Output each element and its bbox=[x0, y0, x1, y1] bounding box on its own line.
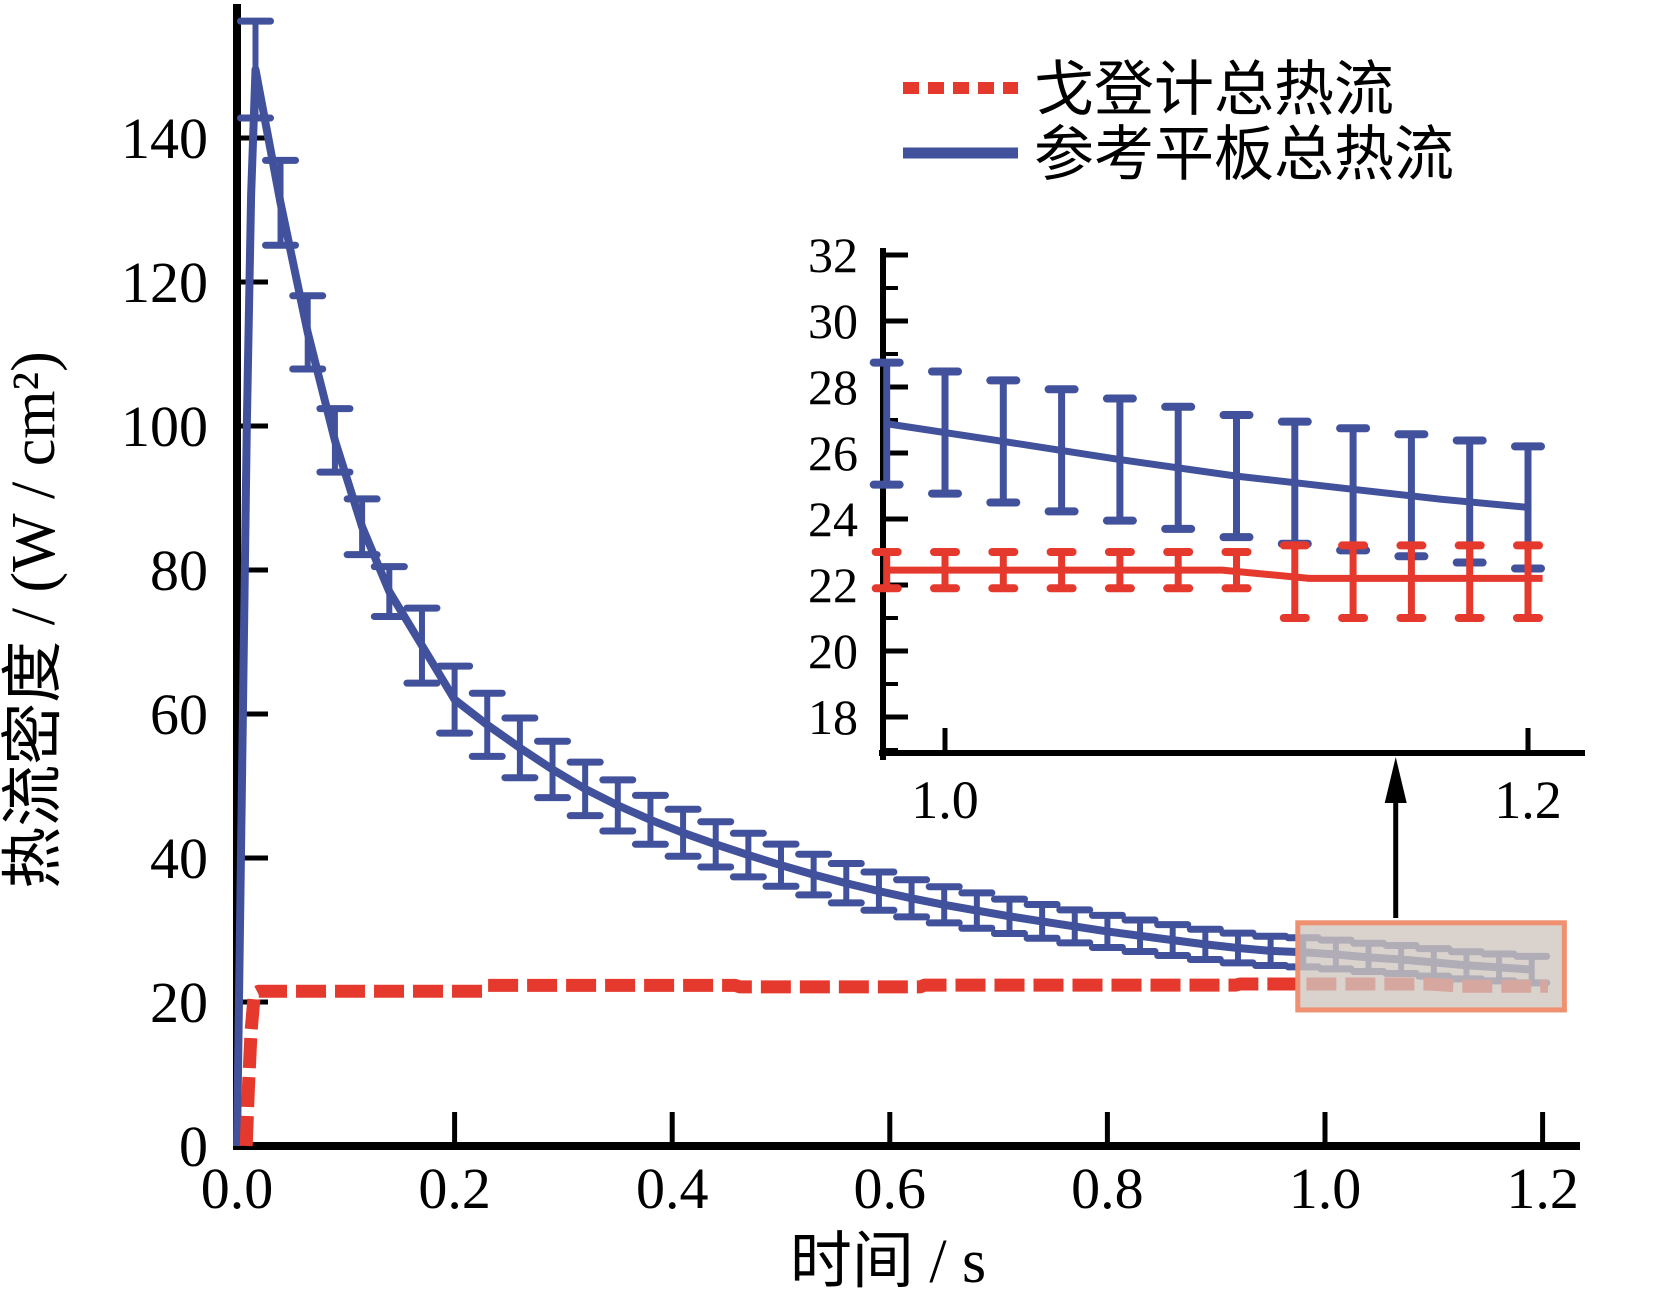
y-axis-label: 热流密度 / (W / cm²) bbox=[0, 351, 68, 888]
inset-y-tick-label: 32 bbox=[808, 227, 858, 283]
inset-y-tick-label: 22 bbox=[808, 557, 858, 613]
inset-y-tick-label: 20 bbox=[808, 623, 858, 679]
legend-label-reference: 参考平板总热流 bbox=[1034, 122, 1454, 188]
inset-x-tick-label: 1.0 bbox=[911, 770, 979, 830]
main-x-tick-label: 0.4 bbox=[636, 1156, 709, 1221]
main-y-tick-label: 100 bbox=[121, 394, 208, 459]
main-y-tick-label: 120 bbox=[121, 250, 208, 315]
zoom-arrow bbox=[1384, 757, 1407, 918]
zoom-arrow-head bbox=[1384, 757, 1407, 803]
main-y-tick-label: 140 bbox=[121, 106, 208, 171]
main-axes: 0.0 0.2 0.4 0.6 0.8 1.0 1.2 0 20 40 60 80 100 120 140 bbox=[121, 4, 1580, 1221]
inset-y-tick-label: 18 bbox=[808, 689, 858, 745]
inset-x-tick-label: 1.2 bbox=[1494, 770, 1562, 830]
inset-y-tick-label: 26 bbox=[808, 425, 858, 481]
plot-area: 0.0 0.2 0.4 0.6 0.8 1.0 1.2 0 20 40 60 80 100 120 140 1… bbox=[121, 4, 1585, 1221]
inset-y-tick-label: 28 bbox=[808, 359, 858, 415]
legend-label-gardon: 戈登计总热流 bbox=[1034, 57, 1394, 123]
main-y-tick-label: 20 bbox=[150, 970, 208, 1035]
inset-plot: 18 20 22 24 26 28 30 32 1.0 1.2 bbox=[808, 227, 1585, 830]
zoom-highlight-box bbox=[1295, 920, 1567, 1013]
inset-series-gardon-gauge bbox=[871, 541, 1543, 622]
legend: 戈登计总热流 参考平板总热流 bbox=[903, 57, 1454, 188]
main-x-tick-label: 1.0 bbox=[1289, 1156, 1362, 1221]
main-x-tick-label: 0.8 bbox=[1071, 1156, 1144, 1221]
main-x-tick-label: 0.0 bbox=[201, 1156, 274, 1221]
main-y-tick-label: 40 bbox=[150, 826, 208, 891]
main-y-tick-label: 60 bbox=[150, 682, 208, 747]
inset-y-tick-label: 30 bbox=[808, 293, 858, 349]
inset-y-tick-label: 24 bbox=[808, 491, 858, 547]
x-axis-label: 时间 / s bbox=[790, 1228, 986, 1296]
main-x-tick-label: 1.2 bbox=[1506, 1156, 1579, 1221]
inset-series-reference-plate bbox=[869, 358, 1545, 573]
main-y-tick-label: 80 bbox=[150, 538, 208, 603]
main-x-tick-label: 0.6 bbox=[854, 1156, 927, 1221]
inset-red-line bbox=[883, 566, 1543, 582]
inset-blue-line bbox=[883, 419, 1529, 511]
main-y-tick-label: 0 bbox=[179, 1114, 208, 1179]
main-x-tick-label: 0.2 bbox=[418, 1156, 491, 1221]
